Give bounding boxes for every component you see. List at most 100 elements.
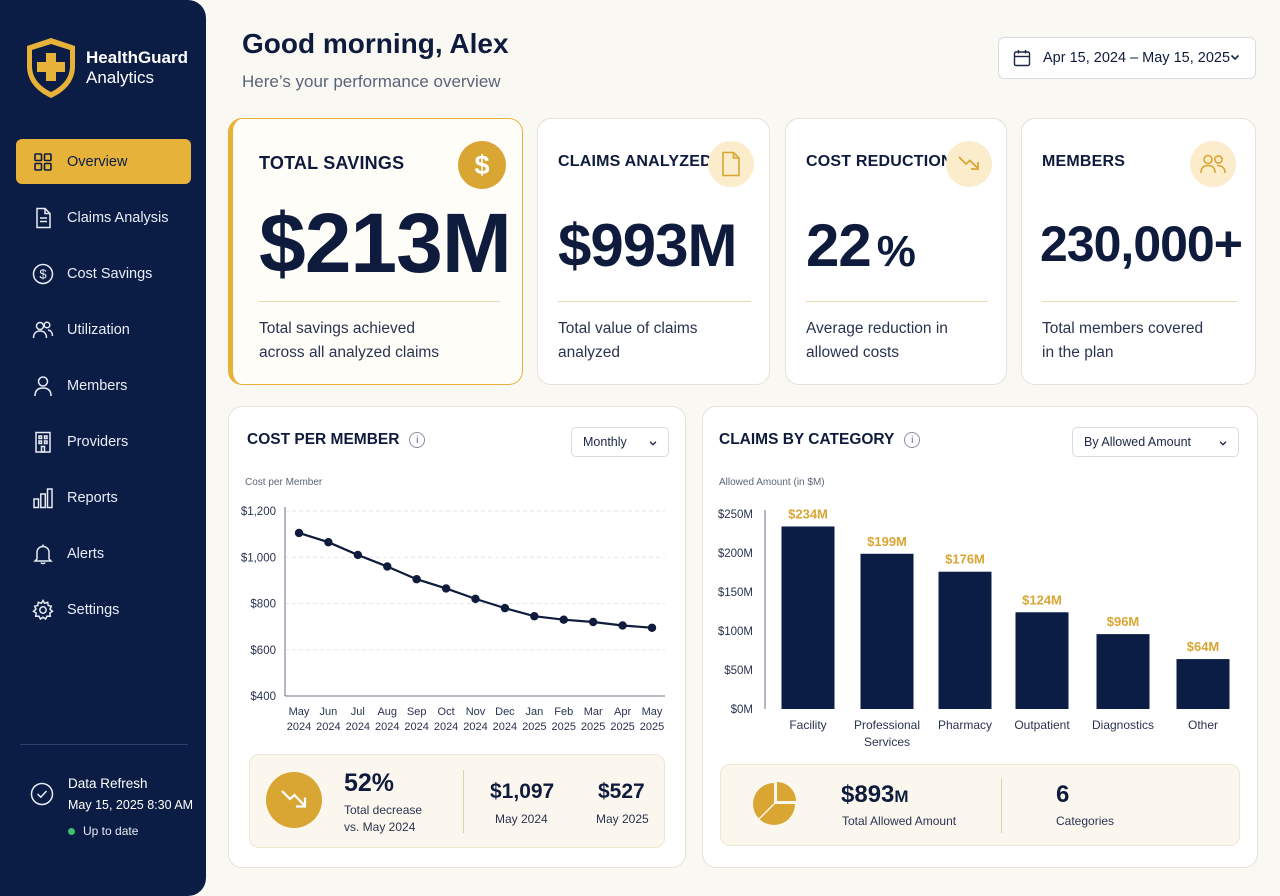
info-icon[interactable]: i xyxy=(409,432,426,448)
data-point xyxy=(530,612,539,621)
x-tick-label: 2025 xyxy=(522,721,546,733)
data-label: $199M xyxy=(867,534,907,549)
sidebar-item-claims-analysis[interactable]: Claims Analysis xyxy=(16,195,191,240)
grid-icon xyxy=(32,151,54,173)
sidebar-item-providers[interactable]: Providers xyxy=(16,419,191,464)
refresh-status-text: Up to date xyxy=(83,824,139,838)
sidebar-item-alerts[interactable]: Alerts xyxy=(16,531,191,576)
data-label: $124M xyxy=(1022,592,1062,607)
status-dot xyxy=(68,827,75,835)
x-tick-label: Jan xyxy=(525,706,543,718)
kpi-desc-line: Total savings achieved xyxy=(259,320,415,337)
data-point xyxy=(383,562,392,571)
document-icon xyxy=(32,207,54,229)
x-tick-label: 2025 xyxy=(610,721,634,733)
x-tick-label: 2024 xyxy=(346,721,370,733)
sidebar-item-cost-savings[interactable]: $ Cost Savings xyxy=(16,251,191,296)
users-icon xyxy=(32,319,54,341)
svg-text:$: $ xyxy=(474,150,489,180)
x-tick-label: Oct xyxy=(438,706,455,718)
x-tick-label: Other xyxy=(1188,718,1218,732)
y-tick-label: $250M xyxy=(718,509,753,521)
kpi-total-savings[interactable]: TOTAL SAVINGS $ $213M Total savings achi… xyxy=(228,118,523,385)
trend-down-icon xyxy=(946,141,992,187)
brand-subname: Analytics xyxy=(86,68,155,87)
category-select[interactable]: By Allowed Amount xyxy=(1072,427,1239,457)
x-tick-label: 2024 xyxy=(404,721,428,733)
kpi-desc-line: Average reduction in xyxy=(806,320,948,337)
sidebar-item-label: Claims Analysis xyxy=(67,209,169,226)
data-point xyxy=(588,617,598,627)
y-tick-label: $200M xyxy=(718,548,753,560)
sidebar-item-utilization[interactable]: Utilization xyxy=(16,307,191,352)
info-icon[interactable]: i xyxy=(904,432,921,448)
x-tick-label: Jun xyxy=(320,706,338,718)
bar xyxy=(781,526,835,709)
sidebar-item-settings[interactable]: Settings xyxy=(16,587,191,632)
y-tick-label: $0M xyxy=(731,704,753,716)
y-tick-label: $100M xyxy=(718,626,753,638)
start-label: May 2024 xyxy=(495,812,548,826)
x-tick-label: May xyxy=(289,706,310,718)
kpi-divider xyxy=(1042,301,1237,302)
x-tick-label: Apr xyxy=(614,706,631,718)
data-label: $176M xyxy=(945,552,985,567)
y-tick-label: $150M xyxy=(718,587,753,599)
bar xyxy=(860,553,914,709)
kpi-value: $213M xyxy=(259,196,512,290)
sidebar-item-members[interactable]: Members xyxy=(16,363,191,408)
sidebar-item-overview[interactable]: Overview xyxy=(16,139,191,184)
decrease-percent: 52% xyxy=(344,769,395,797)
bar-chart-icon xyxy=(32,487,54,509)
brand-logo[interactable]: HealthGuard Analytics xyxy=(24,36,188,100)
date-range-picker[interactable]: Apr 15, 2024 – May 15, 2025 xyxy=(998,37,1256,79)
data-point xyxy=(441,584,451,593)
sidebar-item-label: Utilization xyxy=(67,321,130,338)
kpi-title: TOTAL SAVINGS xyxy=(259,153,405,173)
refresh-title: Data Refresh xyxy=(68,776,148,791)
x-tick-label: Outpatient xyxy=(1014,718,1070,732)
x-tick-label: Sep xyxy=(407,706,427,718)
kpi-value-number: 22 xyxy=(806,212,872,279)
kpi-divider xyxy=(259,301,500,302)
period-select[interactable]: Monthly xyxy=(571,427,669,457)
brand-name: HealthGuard xyxy=(86,48,189,67)
sidebar: HealthGuard Analytics Overview Claims An… xyxy=(0,0,206,896)
kpi-members[interactable]: MEMBERS 230,000+ Total members covered i… xyxy=(1021,118,1256,385)
kpi-divider xyxy=(806,301,988,302)
category-count-label: Categories xyxy=(1056,814,1115,828)
dollar-circle-icon: $ xyxy=(32,263,54,285)
kpi-title: CLAIMS ANALYZED xyxy=(558,153,712,170)
sidebar-nav: Overview Claims Analysis $ Cost Savings … xyxy=(16,139,191,643)
pie-chart-icon xyxy=(751,781,797,832)
dollar-icon: $ xyxy=(458,141,506,189)
x-tick-label: Professional xyxy=(854,718,920,732)
data-label: $96M xyxy=(1107,614,1140,629)
shield-plus-icon xyxy=(27,38,75,98)
x-tick-label: 2025 xyxy=(640,721,664,733)
sidebar-item-label: Cost Savings xyxy=(67,265,153,282)
kpi-claims-analyzed[interactable]: CLAIMS ANALYZED $993M Total value of cla… xyxy=(537,118,770,385)
sidebar-item-reports[interactable]: Reports xyxy=(16,475,191,520)
trend-down-icon xyxy=(266,772,322,828)
summary-divider xyxy=(1001,778,1002,833)
check-circle-icon xyxy=(30,782,54,806)
x-tick-label: Diagnostics xyxy=(1092,718,1154,732)
chevron-down-icon xyxy=(649,441,657,446)
kpi-cost-reduction[interactable]: COST REDUCTION 22% Average reduction in … xyxy=(785,118,1007,385)
kpi-value: 230,000+ xyxy=(1040,216,1243,272)
date-range-text: Apr 15, 2024 – May 15, 2025 xyxy=(1043,50,1231,66)
x-tick-label: Services xyxy=(864,735,910,749)
x-tick-label: Nov xyxy=(466,706,486,718)
refresh-status: Up to date xyxy=(68,824,193,838)
category-summary: $893M Total Allowed Amount 6 Categories xyxy=(720,764,1240,846)
x-tick-label: 2024 xyxy=(493,721,517,733)
end-label: May 2025 xyxy=(596,812,649,826)
category-count: 6 xyxy=(1056,781,1070,808)
kpi-value: 22% xyxy=(806,211,916,280)
total-allowed-value: $893M xyxy=(841,781,909,809)
kpi-title: COST REDUCTION xyxy=(806,153,953,170)
page-subtitle: Here’s your performance overview xyxy=(242,72,501,91)
sidebar-item-label: Members xyxy=(67,377,128,394)
chevron-down-icon xyxy=(1219,441,1227,446)
